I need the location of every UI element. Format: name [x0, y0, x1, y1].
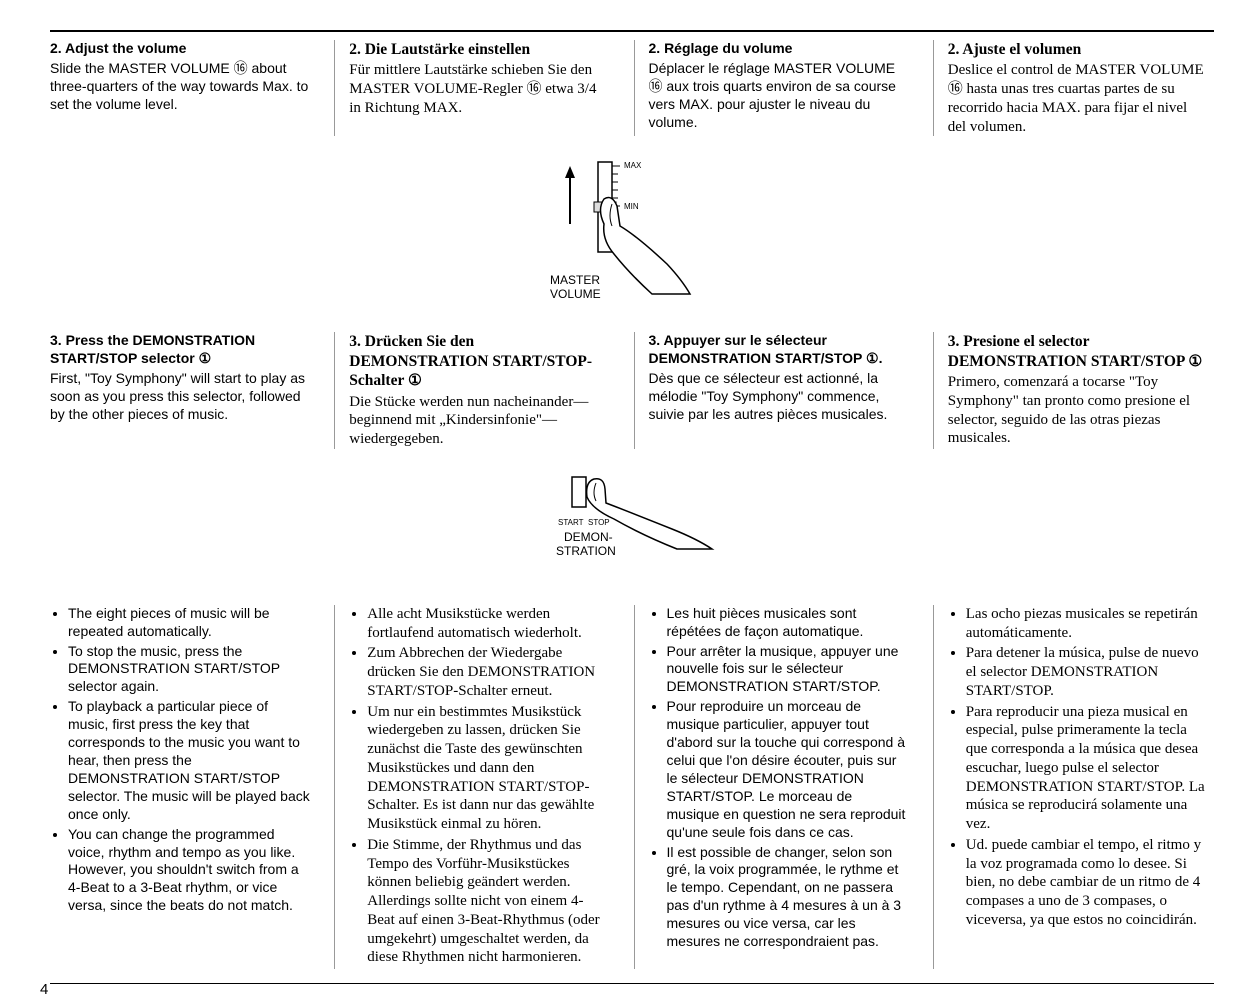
- s2-body-en: Slide the MASTER VOLUME ⑯ about three-qu…: [50, 60, 310, 114]
- section-2-row: 2. Adjust the volume Slide the MASTER VO…: [50, 40, 1214, 136]
- label-master: MASTER: [550, 273, 600, 287]
- col-fr: 3. Appuyer sur le sélecteur DEMONSTRATIO…: [634, 332, 915, 448]
- s2-title-en: 2. Adjust the volume: [50, 40, 310, 58]
- list-item: To playback a particular piece of music,…: [68, 698, 310, 823]
- s2-title-de: 2. Die Lautstärke einstellen: [349, 40, 609, 59]
- list-item: Um nur ein bestimmtes Musikstück wiederg…: [367, 703, 609, 834]
- s3-body-fr: Dès que ce sélecteur est actionné, la mé…: [649, 370, 909, 424]
- col-en: 3. Press the DEMONSTRATION START/STOP se…: [50, 332, 316, 448]
- col-en: 2. Adjust the volume Slide the MASTER VO…: [50, 40, 316, 136]
- list-item: Pour reproduire un morceau de musique pa…: [667, 698, 909, 841]
- s2-title-es: 2. Ajuste el volumen: [948, 40, 1208, 59]
- label-max: MAX: [624, 161, 642, 170]
- illus-master-volume: MAX MIN MASTER VOLUME: [50, 154, 1214, 314]
- col-de: Alle acht Musikstücke werden fortlaufend…: [334, 605, 615, 969]
- label-min: MIN: [624, 202, 639, 211]
- s3-body-de: Die Stücke werden nun nacheinander—begin…: [349, 393, 609, 449]
- demonstration-svg: START STOP DEMON- STRATION: [532, 467, 732, 587]
- col-es: 2. Ajuste el volumen Deslice el control …: [933, 40, 1214, 136]
- list-item: Alle acht Musikstücke werden fortlaufend…: [367, 605, 609, 643]
- col-de: 3. Drücken Sie den DEMONSTRATION START/S…: [334, 332, 615, 448]
- label-stop: STOP: [588, 518, 610, 527]
- bullets-fr: Les huit pièces musicales sont répétées …: [649, 605, 909, 951]
- s3-title-en: 3. Press the DEMONSTRATION START/STOP se…: [50, 332, 310, 368]
- bullets-es: Las ocho piezas musicales se repetirán a…: [948, 605, 1208, 930]
- list-item: Zum Abbrechen der Wiedergabe drücken Sie…: [367, 644, 609, 700]
- rule-bottom: [50, 983, 1214, 984]
- page-number: 4: [40, 981, 48, 998]
- bullets-de: Alle acht Musikstücke werden fortlaufend…: [349, 605, 609, 967]
- list-item: Pour arrêter la musique, appuyer une nou…: [667, 643, 909, 697]
- bullets-en: The eight pieces of music will be repeat…: [50, 605, 310, 915]
- list-item: Para reproducir una pieza musical en esp…: [966, 703, 1208, 834]
- list-item: Las ocho piezas musicales se repetirán a…: [966, 605, 1208, 643]
- list-item: Il est possible de changer, selon son gr…: [667, 844, 909, 951]
- col-en: The eight pieces of music will be repeat…: [50, 605, 316, 969]
- master-volume-svg: MAX MIN MASTER VOLUME: [532, 154, 732, 314]
- s3-title-de: 3. Drücken Sie den DEMONSTRATION START/S…: [349, 332, 609, 390]
- list-item: The eight pieces of music will be repeat…: [68, 605, 310, 641]
- s3-title-fr: 3. Appuyer sur le sélecteur DEMONSTRATIO…: [649, 332, 909, 368]
- list-item: Die Stimme, der Rhythmus und das Tempo d…: [367, 836, 609, 967]
- col-es: 3. Presione el selector DEMONSTRATION ST…: [933, 332, 1214, 448]
- list-item: Para detener la música, pulse de nuevo e…: [966, 644, 1208, 700]
- rule-top: [50, 30, 1214, 32]
- list-item: To stop the music, press the DEMONSTRATI…: [68, 643, 310, 697]
- s2-body-es: Deslice el control de MASTER VOLUME ⑯ ha…: [948, 61, 1208, 136]
- col-de: 2. Die Lautstärke einstellen Für mittler…: [334, 40, 615, 136]
- section-3-row: 3. Press the DEMONSTRATION START/STOP se…: [50, 332, 1214, 448]
- s3-body-en: First, "Toy Symphony" will start to play…: [50, 370, 310, 424]
- s2-body-de: Für mittlere Lautstärke schieben Sie den…: [349, 61, 609, 117]
- illus-demonstration: START STOP DEMON- STRATION: [50, 467, 1214, 587]
- s3-title-es: 3. Presione el selector DEMONSTRATION ST…: [948, 332, 1208, 371]
- label-start: START: [558, 518, 584, 527]
- s2-title-fr: 2. Réglage du volume: [649, 40, 909, 58]
- label-stration: STRATION: [556, 544, 616, 558]
- label-demon: DEMON-: [564, 530, 613, 544]
- bullets-row: The eight pieces of music will be repeat…: [50, 605, 1214, 969]
- s3-body-es: Primero, comenzará a tocarse "Toy Sympho…: [948, 373, 1208, 448]
- col-fr: 2. Réglage du volume Déplacer le réglage…: [634, 40, 915, 136]
- col-fr: Les huit pièces musicales sont répétées …: [634, 605, 915, 969]
- list-item: You can change the programmed voice, rhy…: [68, 826, 310, 916]
- manual-page: 2. Adjust the volume Slide the MASTER VO…: [0, 0, 1254, 1004]
- s2-body-fr: Déplacer le réglage MASTER VOLUME ⑯ aux …: [649, 60, 909, 132]
- label-volume: VOLUME: [550, 287, 601, 301]
- list-item: Ud. puede cambiar el tempo, el ritmo y l…: [966, 836, 1208, 930]
- list-item: Les huit pièces musicales sont répétées …: [667, 605, 909, 641]
- col-es: Las ocho piezas musicales se repetirán a…: [933, 605, 1214, 969]
